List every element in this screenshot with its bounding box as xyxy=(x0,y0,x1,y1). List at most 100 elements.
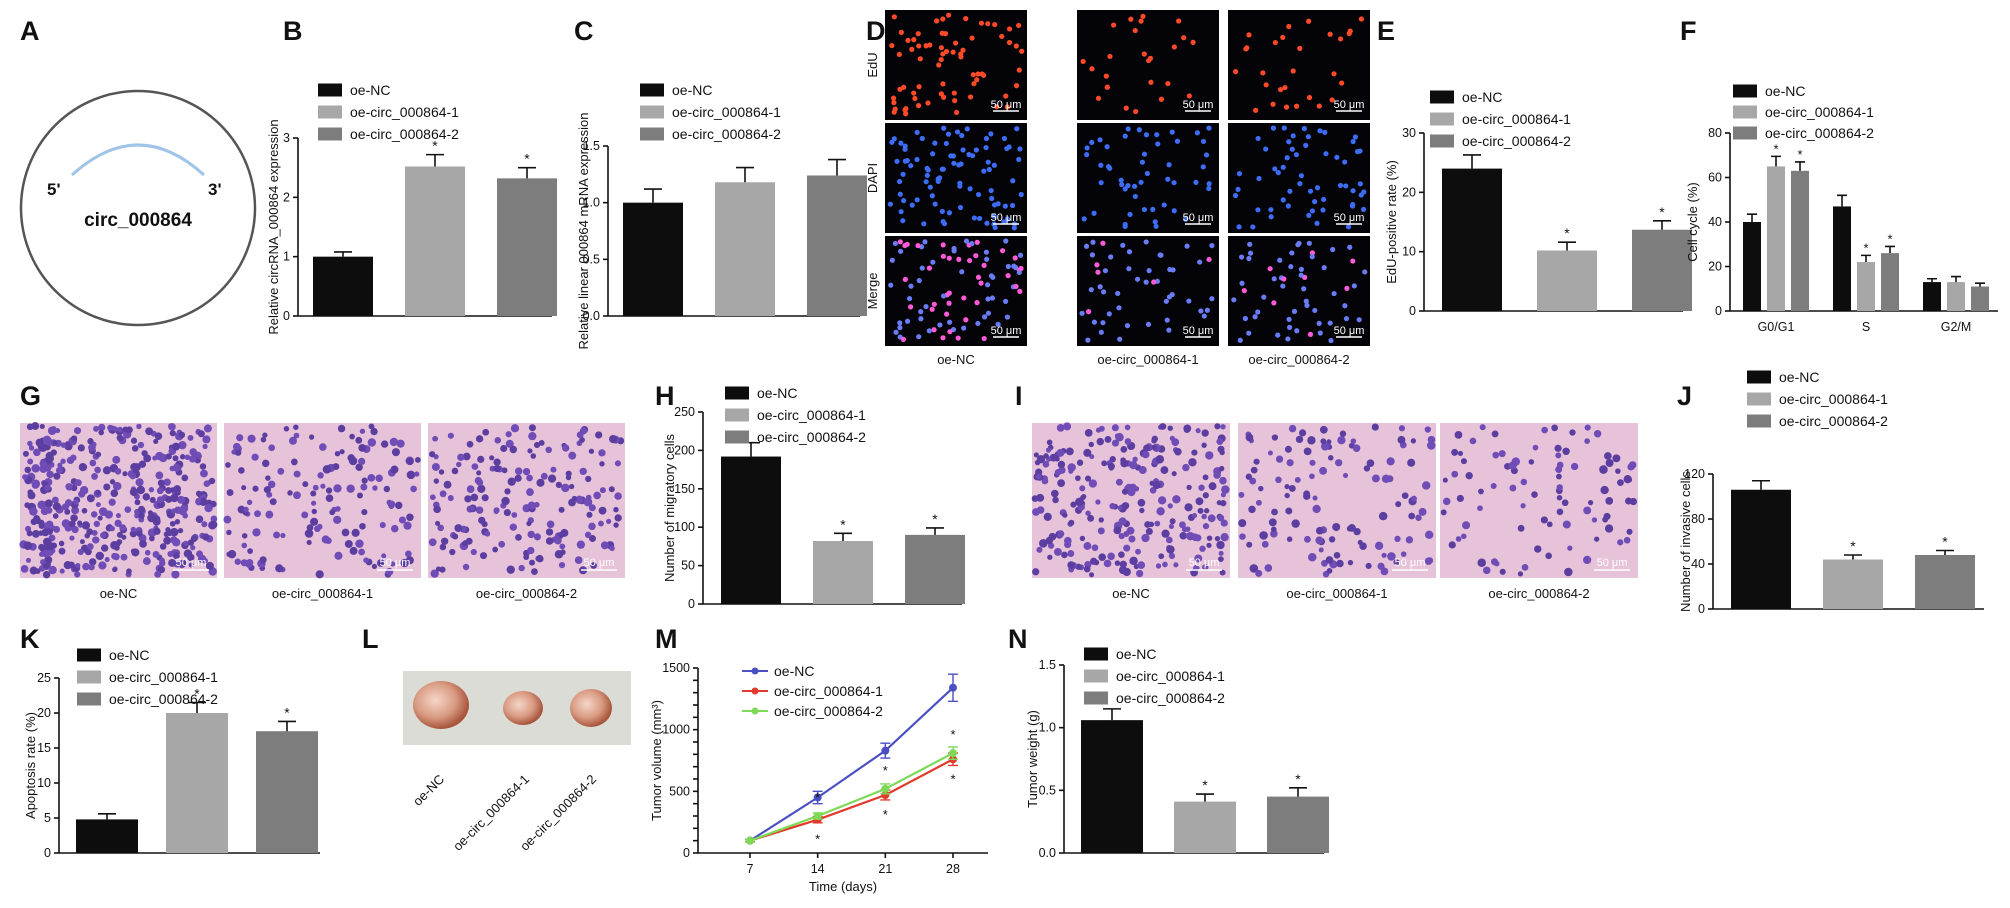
I-cell-1-17 xyxy=(1275,455,1284,463)
G-cell-0-324 xyxy=(199,497,208,506)
I-cell-0-200 xyxy=(1129,461,1138,470)
D-nucleus-2-1-6 xyxy=(1097,284,1103,290)
D-scale-text-1-2: 50 μm xyxy=(1334,212,1365,224)
D-nucleus-2-0-48 xyxy=(947,319,953,325)
G-cell-2-148 xyxy=(523,554,530,560)
G-cell-1-28 xyxy=(403,521,412,530)
D-nucleus-1-2-55 xyxy=(1236,171,1243,177)
G-cell-0-232 xyxy=(33,448,41,457)
G-cell-1-53 xyxy=(306,524,314,532)
D-nucleus-1-0-11 xyxy=(1001,219,1007,225)
D-nucleus-1-2-20 xyxy=(1301,126,1307,132)
D-nucleus-0-0-41 xyxy=(1016,22,1022,29)
D-nucleus-2-2-14 xyxy=(1275,332,1281,338)
G-cell-1-80 xyxy=(333,515,342,525)
I-cell-2-47 xyxy=(1469,437,1477,445)
G-cell-0-309 xyxy=(134,513,140,519)
G-cell-0-188 xyxy=(154,432,163,440)
G-cell-2-29 xyxy=(540,472,548,480)
I-cell-0-193 xyxy=(1062,512,1068,518)
D-nucleus-1-0-5 xyxy=(914,129,920,135)
D-nucleus-0-1-6 xyxy=(1103,73,1109,79)
D-nucleus-1-0-59 xyxy=(991,202,998,208)
G-cell-2-11 xyxy=(462,563,470,571)
E-y-tick-label-1: 10 xyxy=(1402,245,1416,259)
I-cell-1-103 xyxy=(1366,459,1375,468)
D-nucleus-2-2-42 xyxy=(1294,328,1300,334)
N-error-bar-2 xyxy=(1289,787,1307,797)
M-point-2-0 xyxy=(746,836,754,845)
I-cell-0-83 xyxy=(1089,572,1095,578)
G-cell-2-44 xyxy=(527,501,536,510)
D-nucleus-0-1-23 xyxy=(1147,55,1154,61)
D-nucleus-1-2-43 xyxy=(1268,214,1274,220)
I-cell-0-74 xyxy=(1198,484,1205,491)
G-cell-1-95 xyxy=(227,549,237,559)
K-legend-swatch-0 xyxy=(77,648,101,662)
D-nucleus-0-0-66 xyxy=(1016,67,1022,73)
D-nucleus-2-2-23 xyxy=(1239,254,1245,260)
G-cell-2-73 xyxy=(435,566,441,572)
G-cell-0-378 xyxy=(159,557,166,564)
D-nucleus-2-0-25 xyxy=(889,257,895,263)
G-cell-1-1 xyxy=(355,463,363,471)
G-cell-0-265 xyxy=(187,539,195,546)
D-nucleus-1-2-50 xyxy=(1250,224,1256,230)
I-cell-0-153 xyxy=(1123,531,1130,538)
D-nucleus-0-0-12 xyxy=(942,31,949,37)
D-nucleus-2-0-32 xyxy=(922,239,928,245)
I-cell-0-173 xyxy=(1075,497,1084,507)
G-cell-0-393 xyxy=(154,570,162,578)
M-y-tick-label-15: 1500 xyxy=(662,661,690,675)
D-nucleus-2-1-5 xyxy=(1209,242,1215,249)
G-cell-0-311 xyxy=(157,479,165,487)
G-cell-1-97 xyxy=(301,511,309,519)
D-nucleus-0-2-20 xyxy=(1337,36,1344,42)
G-cell-0-313 xyxy=(98,561,107,570)
F-legend-swatch-1 xyxy=(1733,105,1757,119)
D-scale-text-2-2: 50 μm xyxy=(1334,325,1365,337)
G-cell-2-114 xyxy=(503,509,511,517)
G-cell-1-56 xyxy=(252,528,261,537)
N-bar-0 xyxy=(1081,720,1143,853)
D-nucleus-2-0-22 xyxy=(1004,314,1010,320)
G-cell-2-131 xyxy=(439,543,447,551)
D-nucleus-1-2-13 xyxy=(1306,212,1312,218)
G-cell-0-376 xyxy=(44,484,51,492)
I-cell-0-71 xyxy=(1113,526,1122,535)
D-nucleus-0-1-19 xyxy=(1123,105,1129,111)
G-cell-0-349 xyxy=(149,496,156,503)
panel-letter-b: B xyxy=(283,16,303,46)
G-cell-0-278 xyxy=(114,519,122,527)
I-cell-0-113 xyxy=(1219,569,1226,576)
I-cell-2-22 xyxy=(1490,558,1499,566)
G-cell-1-44 xyxy=(361,477,368,484)
D-nucleus-0-2-17 xyxy=(1233,69,1239,75)
G-cell-0-255 xyxy=(111,552,118,560)
D-nucleus-1-1-38 xyxy=(1139,159,1146,165)
J-legend-swatch-2 xyxy=(1747,414,1771,428)
G-cell-0-315 xyxy=(78,463,87,472)
I-cell-1-55 xyxy=(1271,508,1278,516)
E-legend-label-2: oe-circ_000864-2 xyxy=(1462,133,1571,149)
D-nucleus-1-2-2 xyxy=(1256,175,1262,182)
D-nucleus-2-0-62 xyxy=(975,274,982,280)
D-nucleus-2-1-36 xyxy=(1100,320,1106,326)
D-nucleus-1-0-28 xyxy=(986,166,992,173)
I-cell-0-236 xyxy=(1137,561,1146,569)
G-cell-2-55 xyxy=(575,495,584,504)
N-y-tick-label-0: 0.0 xyxy=(1039,846,1056,860)
I-cell-0-170 xyxy=(1098,425,1105,432)
I-cell-1-21 xyxy=(1353,527,1361,536)
I-cell-1-108 xyxy=(1245,433,1254,442)
D-nucleus-0-0-38 xyxy=(958,54,964,60)
I-cell-2-66 xyxy=(1612,454,1621,463)
I-cell-0-146 xyxy=(1214,535,1221,542)
G-cell-2-58 xyxy=(613,522,619,528)
J-bar-2 xyxy=(1915,555,1975,609)
D-nucleus-0-1-5 xyxy=(1107,53,1113,60)
G-cell-1-52 xyxy=(304,529,314,538)
G-cell-0-284 xyxy=(29,507,38,516)
I-cell-0-104 xyxy=(1095,499,1101,505)
